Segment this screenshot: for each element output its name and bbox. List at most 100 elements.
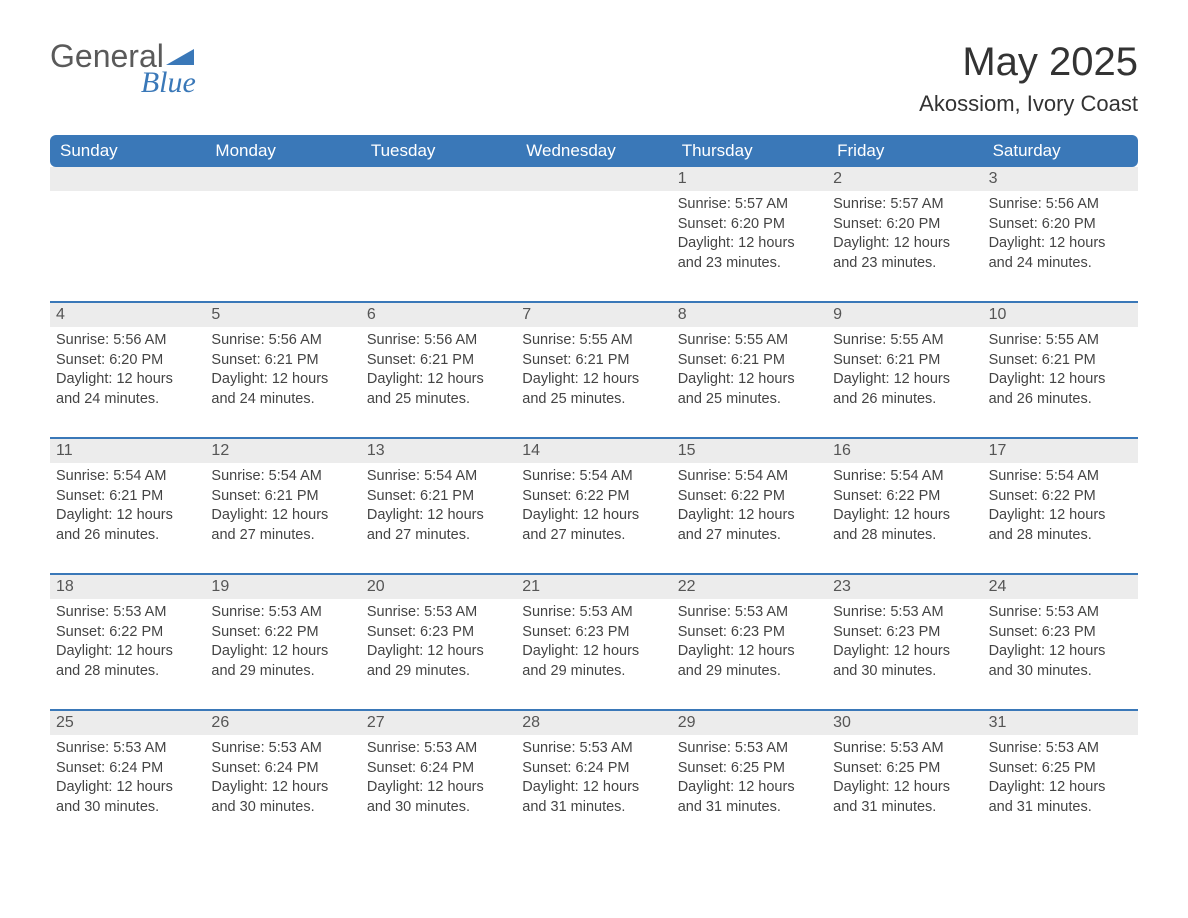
sunset-line: Sunset: 6:20 PM	[678, 215, 821, 235]
sunrise-line: Sunrise: 5:55 AM	[833, 331, 976, 351]
day-number: 16	[827, 439, 982, 463]
day-details: Sunrise: 5:54 AMSunset: 6:22 PMDaylight:…	[989, 467, 1132, 545]
day-details: Sunrise: 5:57 AMSunset: 6:20 PMDaylight:…	[833, 195, 976, 273]
sunrise-line: Sunrise: 5:54 AM	[989, 467, 1132, 487]
week-row: 11Sunrise: 5:54 AMSunset: 6:21 PMDayligh…	[50, 437, 1138, 559]
daylight-line: Daylight: 12 hours and 31 minutes.	[833, 778, 976, 817]
sunrise-line: Sunrise: 5:54 AM	[833, 467, 976, 487]
day-cell: 15 Sunrise: 5:54 AMSunset: 6:22 PMDayligh…	[672, 439, 827, 559]
weekday-header: Monday	[205, 135, 360, 167]
sunset-line: Sunset: 6:21 PM	[678, 351, 821, 371]
weekday-header: Sunday	[50, 135, 205, 167]
day-details: Sunrise: 5:53 AMSunset: 6:24 PMDaylight:…	[522, 739, 665, 817]
sunset-line: Sunset: 6:21 PM	[522, 351, 665, 371]
sunset-line: Sunset: 6:21 PM	[989, 351, 1132, 371]
sunrise-line: Sunrise: 5:53 AM	[989, 739, 1132, 759]
weekday-header: Thursday	[672, 135, 827, 167]
weekday-header: Wednesday	[516, 135, 671, 167]
daylight-line: Daylight: 12 hours and 28 minutes.	[989, 506, 1132, 545]
sunrise-line: Sunrise: 5:54 AM	[678, 467, 821, 487]
day-details: Sunrise: 5:53 AMSunset: 6:22 PMDaylight:…	[56, 603, 199, 681]
sunset-line: Sunset: 6:21 PM	[211, 487, 354, 507]
day-number: 20	[361, 575, 516, 599]
daylight-line: Daylight: 12 hours and 31 minutes.	[989, 778, 1132, 817]
day-details: Sunrise: 5:54 AMSunset: 6:22 PMDaylight:…	[833, 467, 976, 545]
daylight-line: Daylight: 12 hours and 30 minutes.	[367, 778, 510, 817]
day-number: 7	[516, 303, 671, 327]
calendar: SundayMondayTuesdayWednesdayThursdayFrid…	[50, 135, 1138, 831]
day-details: Sunrise: 5:53 AMSunset: 6:23 PMDaylight:…	[367, 603, 510, 681]
day-number: 5	[205, 303, 360, 327]
day-cell: 8Sunrise: 5:55 AMSunset: 6:21 PMDaylight…	[672, 303, 827, 423]
sunrise-line: Sunrise: 5:53 AM	[522, 739, 665, 759]
page-subtitle: Akossiom, Ivory Coast	[919, 91, 1138, 117]
daylight-line: Daylight: 12 hours and 30 minutes.	[989, 642, 1132, 681]
sunset-line: Sunset: 6:22 PM	[678, 487, 821, 507]
day-number: 22	[672, 575, 827, 599]
sunrise-line: Sunrise: 5:57 AM	[678, 195, 821, 215]
day-cell: 20 Sunrise: 5:53 AMSunset: 6:23 PMDayligh…	[361, 575, 516, 695]
sunset-line: Sunset: 6:24 PM	[522, 759, 665, 779]
day-number: 6	[361, 303, 516, 327]
sunrise-line: Sunrise: 5:53 AM	[989, 603, 1132, 623]
sunrise-line: Sunrise: 5:53 AM	[367, 739, 510, 759]
day-number: 25	[50, 711, 205, 735]
day-cell: 30Sunrise: 5:53 AMSunset: 6:25 PMDayligh…	[827, 711, 982, 831]
day-details: Sunrise: 5:53 AMSunset: 6:23 PMDaylight:…	[522, 603, 665, 681]
day-number: 10	[983, 303, 1138, 327]
sunrise-line: Sunrise: 5:56 AM	[367, 331, 510, 351]
day-cell: 29Sunrise: 5:53 AMSunset: 6:25 PMDayligh…	[672, 711, 827, 831]
sunset-line: Sunset: 6:20 PM	[989, 215, 1132, 235]
daylight-line: Daylight: 12 hours and 25 minutes.	[678, 370, 821, 409]
day-number: 15	[672, 439, 827, 463]
sunset-line: Sunset: 6:21 PM	[211, 351, 354, 371]
daylight-line: Daylight: 12 hours and 27 minutes.	[522, 506, 665, 545]
sunset-line: Sunset: 6:22 PM	[211, 623, 354, 643]
day-cell: 31 Sunrise: 5:53 AMSunset: 6:25 PMDayligh…	[983, 711, 1138, 831]
sunrise-line: Sunrise: 5:53 AM	[56, 739, 199, 759]
sunrise-line: Sunrise: 5:55 AM	[678, 331, 821, 351]
day-number: 24	[983, 575, 1138, 599]
weekday-header-row: SundayMondayTuesdayWednesdayThursdayFrid…	[50, 135, 1138, 167]
day-number: 2	[827, 167, 982, 191]
daylight-line: Daylight: 12 hours and 29 minutes.	[522, 642, 665, 681]
daylight-line: Daylight: 12 hours and 31 minutes.	[522, 778, 665, 817]
sunset-line: Sunset: 6:24 PM	[367, 759, 510, 779]
day-cell: 28Sunrise: 5:53 AMSunset: 6:24 PMDayligh…	[516, 711, 671, 831]
day-cell: 1 Sunrise: 5:57 AMSunset: 6:20 PMDaylight…	[672, 167, 827, 287]
day-details: Sunrise: 5:57 AMSunset: 6:20 PMDaylight:…	[678, 195, 821, 273]
weekday-header: Tuesday	[361, 135, 516, 167]
day-number: 13	[361, 439, 516, 463]
day-cell: 9Sunrise: 5:55 AMSunset: 6:21 PMDaylight…	[827, 303, 982, 423]
day-details: Sunrise: 5:53 AMSunset: 6:23 PMDaylight:…	[833, 603, 976, 681]
day-number: 21	[516, 575, 671, 599]
day-number: 9	[827, 303, 982, 327]
daylight-line: Daylight: 12 hours and 27 minutes.	[678, 506, 821, 545]
day-details: Sunrise: 5:55 AMSunset: 6:21 PMDaylight:…	[678, 331, 821, 409]
day-cell	[516, 167, 671, 287]
day-details: Sunrise: 5:53 AMSunset: 6:24 PMDaylight:…	[211, 739, 354, 817]
day-details: Sunrise: 5:53 AMSunset: 6:23 PMDaylight:…	[989, 603, 1132, 681]
sunrise-line: Sunrise: 5:54 AM	[56, 467, 199, 487]
daylight-line: Daylight: 12 hours and 23 minutes.	[833, 234, 976, 273]
day-cell: 24 Sunrise: 5:53 AMSunset: 6:23 PMDayligh…	[983, 575, 1138, 695]
day-number: 4	[50, 303, 205, 327]
day-details: Sunrise: 5:56 AMSunset: 6:21 PMDaylight:…	[211, 331, 354, 409]
sunset-line: Sunset: 6:25 PM	[989, 759, 1132, 779]
day-number: 31	[983, 711, 1138, 735]
day-cell: 22Sunrise: 5:53 AMSunset: 6:23 PMDayligh…	[672, 575, 827, 695]
day-cell: 17 Sunrise: 5:54 AMSunset: 6:22 PMDayligh…	[983, 439, 1138, 559]
sunset-line: Sunset: 6:22 PM	[522, 487, 665, 507]
sunset-line: Sunset: 6:24 PM	[56, 759, 199, 779]
sunset-line: Sunset: 6:22 PM	[56, 623, 199, 643]
sunrise-line: Sunrise: 5:55 AM	[522, 331, 665, 351]
day-details: Sunrise: 5:54 AMSunset: 6:21 PMDaylight:…	[56, 467, 199, 545]
sunrise-line: Sunrise: 5:53 AM	[522, 603, 665, 623]
sunset-line: Sunset: 6:23 PM	[522, 623, 665, 643]
day-number: 17	[983, 439, 1138, 463]
day-details: Sunrise: 5:54 AMSunset: 6:21 PMDaylight:…	[367, 467, 510, 545]
sunrise-line: Sunrise: 5:53 AM	[56, 603, 199, 623]
daylight-line: Daylight: 12 hours and 28 minutes.	[833, 506, 976, 545]
day-details: Sunrise: 5:53 AMSunset: 6:24 PMDaylight:…	[56, 739, 199, 817]
day-number: 1	[672, 167, 827, 191]
